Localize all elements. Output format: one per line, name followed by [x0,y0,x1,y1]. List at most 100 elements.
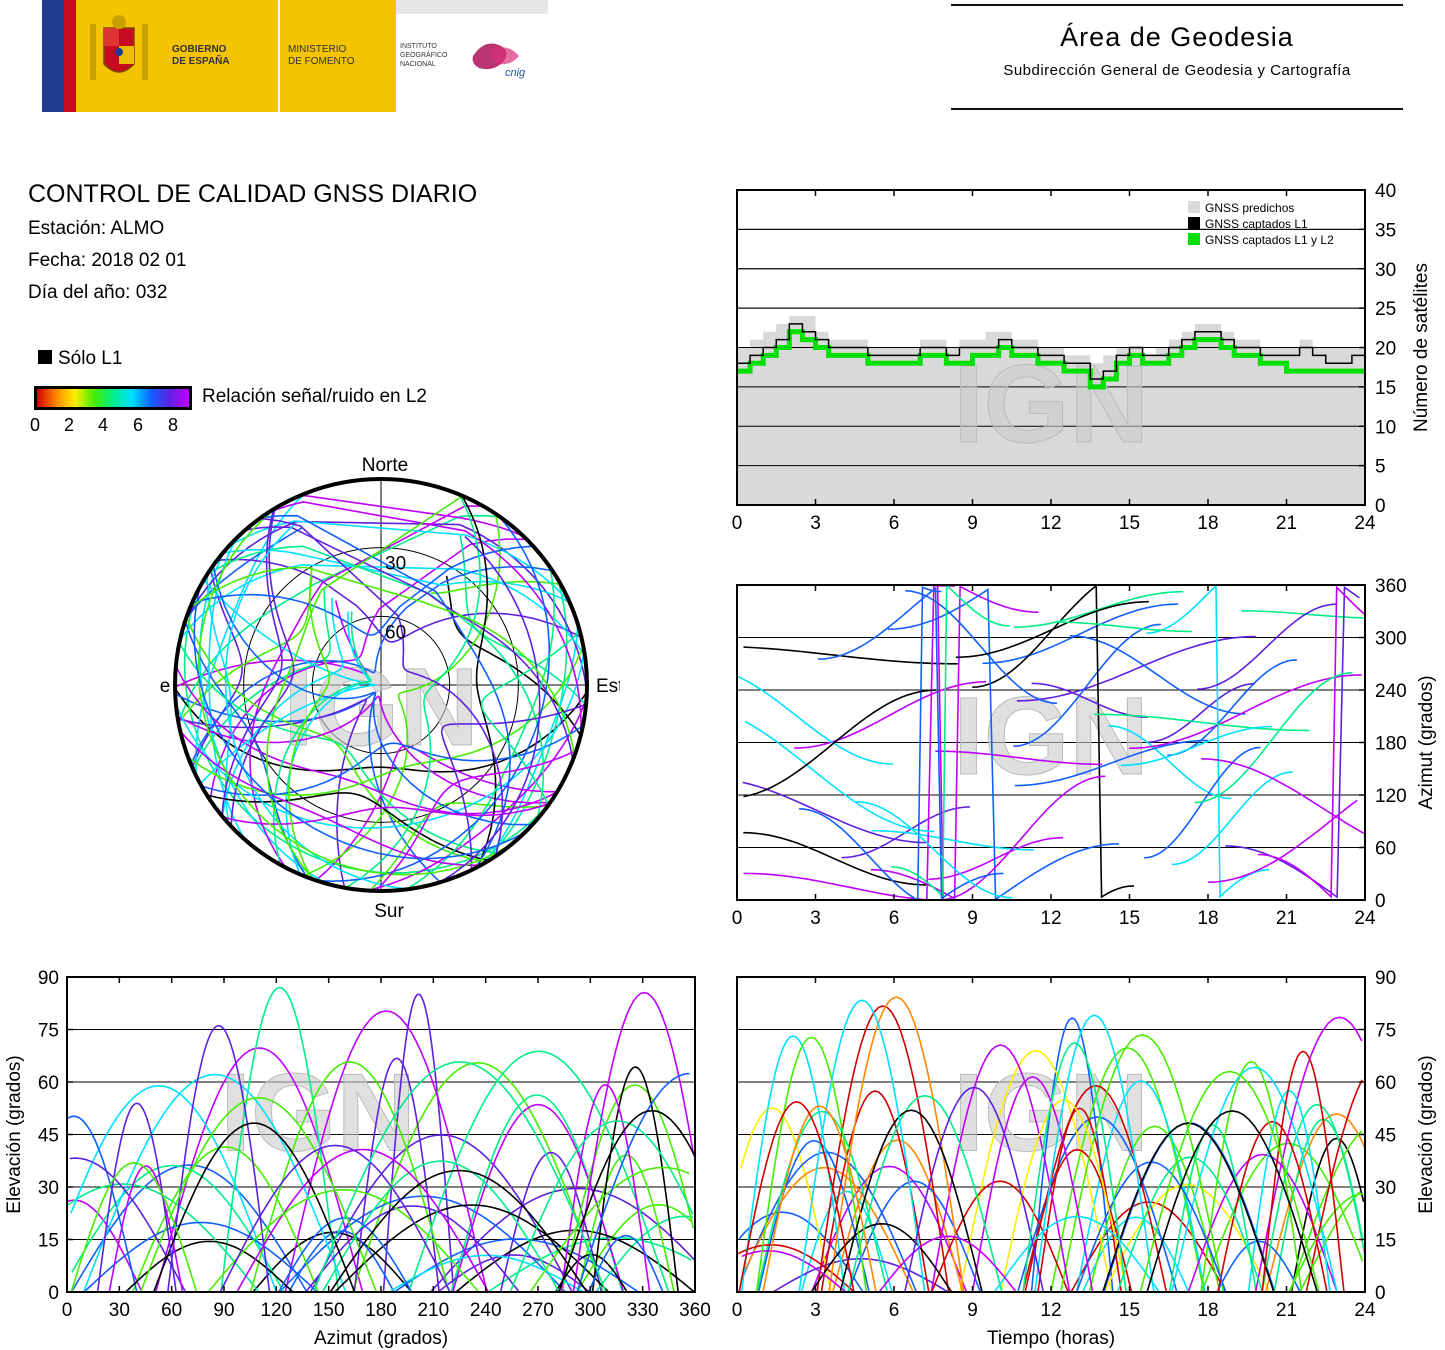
y-tick-label: 75 [1375,1021,1396,1042]
x-tick-label: 9 [967,513,978,534]
x-tick-label: 12 [1040,513,1061,534]
y-tick-label: 0 [1375,891,1386,912]
y-tick-label: 15 [1375,378,1396,399]
x-axis-label: Azimut (grados) [314,1328,448,1349]
x-tick-label: 12 [1040,908,1061,929]
satellite-track [1139,1070,1320,1293]
satellite-track [1013,590,1184,628]
satellite-track [175,665,558,815]
satellite-track [816,1005,950,1293]
report-title: CONTROL DE CALIDAD GNSS DIARIO [28,180,478,208]
snr-tick: 6 [133,415,144,435]
satellite-track [1075,1080,1206,1293]
satellite-track [561,1084,695,1293]
satellite-track [798,999,926,1293]
satellite-track [928,836,1064,880]
ring-label: 30 [385,554,406,575]
satellite-track [757,1139,870,1293]
satellite-track [509,1120,694,1293]
legend-gnss-predichos: GNSS predichos [1205,201,1294,215]
satellite-track [316,515,551,883]
y-tick-label: 60 [1375,839,1396,860]
y-tick-label: 240 [1375,681,1407,702]
satellite-track [189,566,576,756]
y-tick-label: 60 [38,1073,59,1094]
satellite-track [935,750,1103,766]
snr-colorbar [34,386,192,410]
satellite-track [1208,799,1358,883]
satellite-track [905,590,1058,705]
x-tick-label: 18 [1197,513,1218,534]
x-tick-label: 15 [1119,513,1140,534]
satellite-track [175,650,585,829]
satellite-track [249,505,484,869]
satellite-track [208,538,246,841]
satellite-track [71,1164,285,1293]
satellite-track [810,1222,953,1293]
satellite-track [288,567,331,880]
satellite-track [139,1096,378,1293]
satellite-track [187,645,585,796]
satellite-track [839,1109,983,1293]
satellite-track [847,1094,1003,1293]
x-tick-label: 300 [574,1300,606,1321]
y-tick-label: 45 [1375,1126,1396,1147]
y-tick-label: 20 [1375,339,1396,360]
satellite-track [439,535,541,884]
satellite-track [236,1148,490,1293]
satellite-track [207,1188,480,1293]
satellite-track [334,1204,610,1293]
x-tick-label: 6 [889,908,900,929]
satellite-track [67,1199,143,1293]
satellite-track [461,495,497,868]
satellite-track [1201,1142,1364,1293]
satellite-track [871,829,1034,851]
ministry-text-line-2: DE FOMENTO [288,56,355,67]
ring-label: 60 [385,622,406,643]
east-label: Este [596,676,620,697]
gov-text-line-1: GOBIERNO [172,44,227,55]
x-tick-label: 30 [109,1300,130,1321]
y-tick-label: 30 [1375,1178,1396,1199]
satellite-track [887,588,1119,901]
satellite-track [930,1044,1071,1293]
spain-coat-of-arms-icon [90,15,148,80]
satellite-track [993,1215,1160,1293]
satellite-track [1168,1124,1257,1293]
x-tick-label: 21 [1276,908,1297,929]
legend-gnss-captados-l1-l2: GNSS captados L1 y L2 [1205,233,1334,247]
satellite-track [191,568,243,768]
satellite-track [199,579,377,785]
x-tick-label: 0 [732,1300,743,1321]
snr-tick: 8 [168,415,179,435]
satellite-track [1197,603,1337,690]
y-tick-label: 75 [38,1021,59,1042]
cnig-text: cnig [505,67,526,79]
satellite-track [266,495,464,881]
north-label: Norte [362,455,408,476]
satellite-track [249,1061,450,1293]
satellite-track [96,1102,177,1293]
y-tick-label: 25 [1375,299,1396,320]
satellite-track [197,506,513,876]
y-tick-label: 30 [1375,260,1396,281]
series-gnss-captados-l1 [737,323,1365,380]
satellite-track [560,1083,651,1293]
x-tick-label: 0 [732,513,743,534]
x-tick-label: 270 [522,1300,554,1321]
satellite-track [817,586,1004,901]
satellite-track [855,800,1013,899]
l1-only-legend: Sólo L1 [38,348,122,370]
satellite-track [742,781,928,844]
satellite-track [1261,1103,1366,1293]
satellite-track [1146,1110,1318,1293]
satellite-track [174,688,588,773]
satellite-track [267,501,582,736]
satellite-track [576,1072,690,1293]
satellite-track [183,588,551,874]
satellite-track [212,565,533,826]
satellite-track [272,611,372,865]
satellite-track [971,1076,1094,1293]
satellite-track [1261,1050,1345,1293]
satellite-track [1060,1034,1225,1293]
